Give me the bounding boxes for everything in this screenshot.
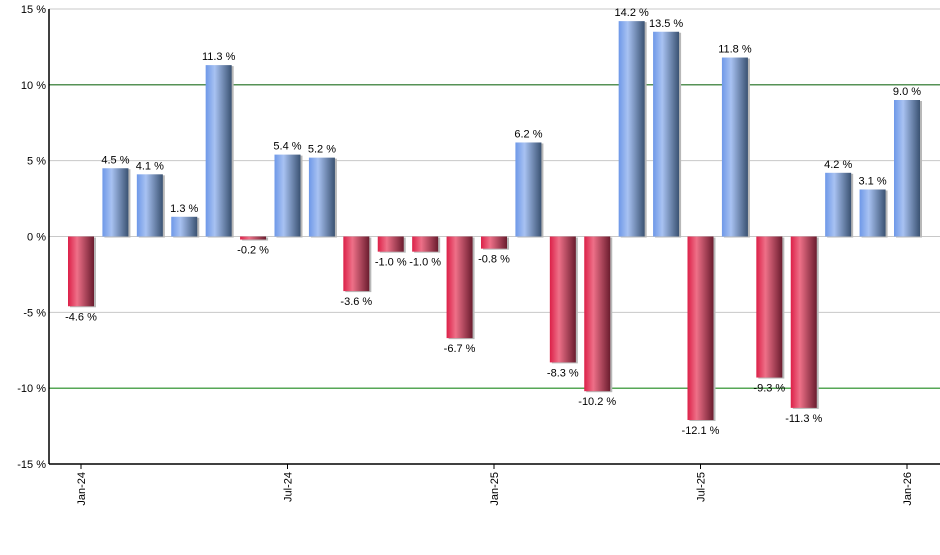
bar [205,65,232,237]
bar [584,236,611,392]
bar [446,236,473,339]
data-label: -8.3 % [547,367,579,379]
x-tick-label: Jan-24 [76,472,88,506]
bar [240,236,267,240]
data-label: 6.2 % [514,128,542,140]
bar [515,142,542,237]
y-tick-label: 5 % [27,156,46,168]
bar [549,236,576,363]
bar [481,236,507,249]
bar [756,236,783,378]
x-tick-label: Jan-26 [902,472,914,506]
data-label: 5.2 % [308,144,336,156]
bar [687,236,714,421]
bar [308,157,335,237]
bar [171,216,198,237]
data-label: -0.8 % [478,254,510,266]
bar [825,172,852,237]
data-label: -1.0 % [375,257,407,269]
data-label: -11.3 % [785,413,822,425]
bar [136,174,163,237]
data-label: 14.2 % [615,7,649,19]
y-tick-label: -15 % [17,459,46,471]
data-label: 11.3 % [202,51,236,63]
y-tick-label: 10 % [21,80,46,92]
data-label: 4.2 % [824,159,852,171]
data-label: 4.5 % [101,154,129,166]
bar [412,236,439,252]
data-label: -3.6 % [340,296,372,308]
bar [894,100,920,237]
data-label: -1.0 % [409,257,441,269]
data-label: -10.2 % [578,396,616,408]
bar [68,236,94,307]
y-tick-label: 0 % [27,232,46,244]
bar [859,189,886,237]
data-label: 5.4 % [273,141,301,153]
y-tick-label: -10 % [17,383,46,395]
bar [274,154,301,237]
bar [790,236,817,408]
x-tick-label: Jan-25 [489,472,501,506]
data-label: 11.8 % [718,44,752,56]
x-tick-label: Jul-25 [696,472,708,502]
data-label: -9.3 % [753,383,785,395]
bar [721,57,748,237]
bar [343,236,370,292]
y-tick-label: 15 % [21,4,46,16]
data-label: 9.0 % [893,86,921,98]
bar [102,168,129,237]
bar [653,31,680,237]
x-tick-label: Jul-24 [283,472,295,502]
data-label: -6.7 % [444,343,476,355]
data-label: 13.5 % [649,18,683,30]
data-label: 3.1 % [859,175,887,187]
data-label: 1.3 % [170,203,198,215]
bar [618,21,645,237]
data-label: -0.2 % [237,245,269,257]
y-tick-label: -5 % [23,307,46,319]
data-label: -4.6 % [65,311,97,323]
data-label: 4.1 % [136,160,164,172]
data-label: -12.1 % [682,425,720,437]
bar [377,236,404,252]
